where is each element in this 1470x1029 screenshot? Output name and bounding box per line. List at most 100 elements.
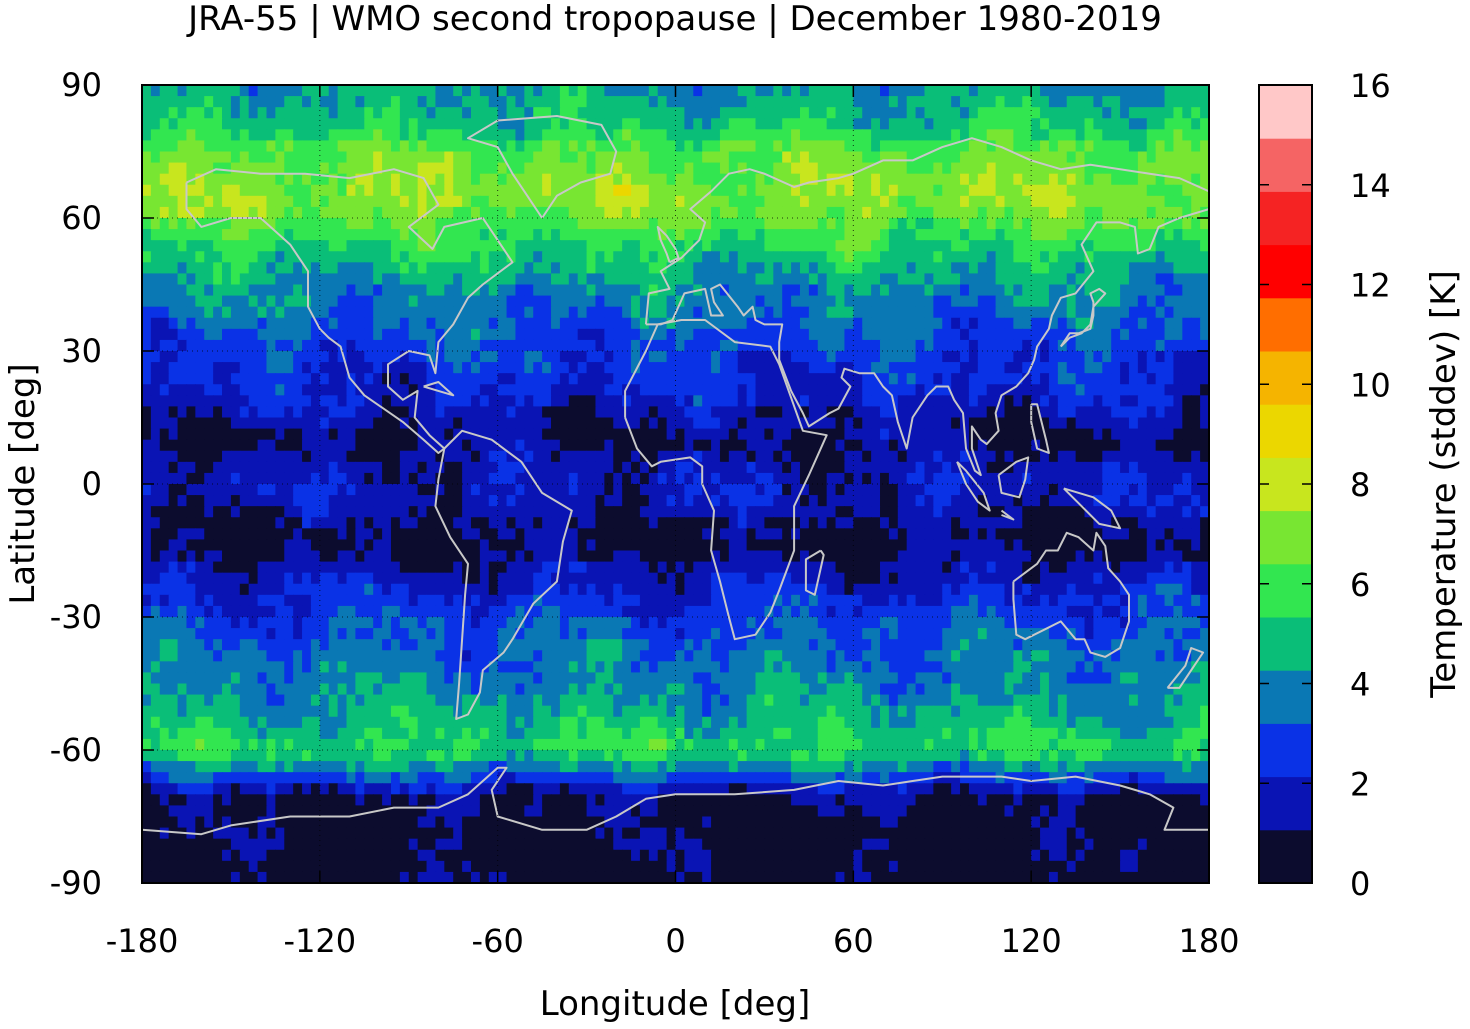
field-cell xyxy=(497,85,508,97)
field-cell xyxy=(577,240,588,252)
field-cell xyxy=(960,85,970,97)
field-cell xyxy=(897,173,908,186)
field-cell xyxy=(222,339,232,352)
field-cell xyxy=(142,140,152,153)
field-cell xyxy=(844,439,854,452)
field-cell xyxy=(586,461,597,474)
field-cell xyxy=(711,339,721,352)
field-cell xyxy=(666,428,677,441)
field-cell xyxy=(648,140,659,153)
field-cell xyxy=(684,517,694,529)
field-cell xyxy=(897,373,908,385)
field-cell xyxy=(906,484,917,496)
field-cell xyxy=(1120,395,1130,408)
field-cell xyxy=(613,351,623,363)
field-cell xyxy=(871,118,881,130)
field-cell xyxy=(462,229,472,241)
field-cell xyxy=(506,384,517,396)
field-cell xyxy=(711,129,721,142)
field-cell xyxy=(506,273,517,286)
field-cell xyxy=(595,107,605,119)
field-cell xyxy=(586,151,597,164)
field-cell xyxy=(924,484,934,496)
field-cell xyxy=(1031,218,1041,230)
field-cell xyxy=(853,295,863,308)
field-cell xyxy=(444,406,454,419)
field-cell xyxy=(453,362,463,374)
field-cell xyxy=(568,384,579,396)
field-cell xyxy=(1013,96,1023,108)
field-cell xyxy=(248,384,259,396)
field-cell xyxy=(542,406,552,419)
field-cell xyxy=(168,306,179,319)
field-cell xyxy=(408,495,419,507)
field-cell xyxy=(177,328,188,341)
field-cell xyxy=(995,339,1006,352)
field-cell xyxy=(915,118,926,130)
field-cell xyxy=(755,328,766,341)
field-cell xyxy=(1146,351,1157,363)
field-cell xyxy=(1093,328,1103,341)
field-cell xyxy=(328,129,339,142)
field-cell xyxy=(266,484,276,496)
field-cell xyxy=(1075,406,1086,419)
field-cell xyxy=(275,140,285,153)
field-cell xyxy=(835,273,846,286)
field-cell xyxy=(968,118,979,130)
field-cell xyxy=(1102,240,1112,252)
field-cell xyxy=(657,195,668,208)
field-cell xyxy=(675,506,685,518)
field-cell xyxy=(382,517,392,529)
field-cell xyxy=(826,506,837,518)
field-cell xyxy=(808,218,819,230)
field-cell xyxy=(542,118,552,130)
field-cell xyxy=(1128,406,1139,419)
field-cell xyxy=(159,539,170,552)
field-cell xyxy=(1182,472,1192,485)
field-cell xyxy=(986,240,997,252)
field-cell xyxy=(719,262,730,275)
field-cell xyxy=(462,528,472,541)
field-cell xyxy=(968,262,979,275)
field-cell xyxy=(924,351,934,363)
field-cell xyxy=(1057,284,1068,297)
field-cell xyxy=(888,428,899,441)
field-cell xyxy=(951,495,961,507)
field-cell xyxy=(746,184,757,197)
field-cell xyxy=(239,484,250,496)
field-cell xyxy=(1146,506,1157,518)
field-cell xyxy=(693,539,703,552)
field-cell xyxy=(639,295,650,308)
field-cell xyxy=(586,184,597,197)
field-cell xyxy=(559,506,570,518)
field-cell xyxy=(319,251,330,263)
field-cell xyxy=(195,306,205,319)
field-cell xyxy=(666,484,677,496)
field-cell xyxy=(408,262,419,275)
field-cell xyxy=(631,373,641,385)
field-cell xyxy=(915,373,926,385)
field-cell xyxy=(257,206,268,219)
field-cell xyxy=(1022,328,1032,341)
field-cell xyxy=(604,517,614,529)
field-cell xyxy=(799,417,810,430)
field-cell xyxy=(177,472,188,485)
field-cell xyxy=(408,251,419,263)
field-cell xyxy=(204,273,214,286)
field-cell xyxy=(230,129,241,142)
field-cell xyxy=(1164,528,1175,541)
field-cell xyxy=(319,284,330,297)
field-cell xyxy=(1022,384,1032,396)
field-cell xyxy=(986,251,997,263)
field-cell xyxy=(204,251,214,263)
field-cell xyxy=(622,184,632,197)
field-cell xyxy=(195,339,205,352)
field-cell xyxy=(373,251,383,263)
field-cell xyxy=(159,528,170,541)
field-cell xyxy=(817,472,828,485)
field-cell xyxy=(346,240,356,252)
field-cell xyxy=(373,273,383,286)
field-cell xyxy=(293,206,303,219)
field-cell xyxy=(719,317,730,330)
field-cell xyxy=(631,129,641,142)
